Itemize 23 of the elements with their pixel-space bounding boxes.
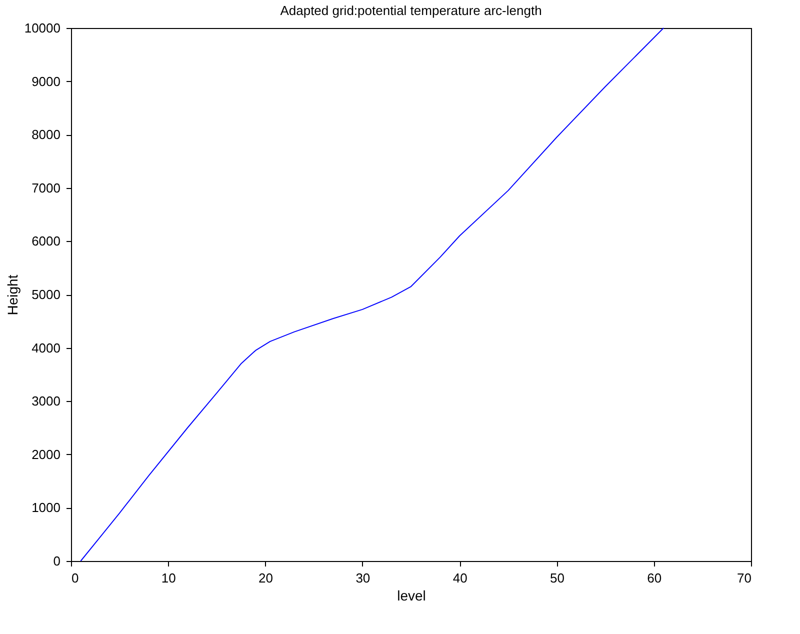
y-tick-label: 4000: [32, 340, 60, 356]
x-tick-label: 60: [647, 570, 662, 586]
y-tick-label: 8000: [32, 127, 60, 142]
y-tick-label: 1000: [32, 500, 60, 516]
x-tick-label: 0: [72, 570, 79, 586]
x-tick-label: 70: [737, 570, 752, 586]
line-series: [80, 28, 664, 562]
x-tick-label: 10: [161, 570, 176, 586]
x-tick-label: 40: [452, 570, 468, 586]
y-tick-label: 10000: [24, 20, 60, 36]
y-axis-title: Height: [4, 274, 20, 316]
y-tick-label: 9000: [32, 74, 60, 89]
y-tick-label: 0: [53, 554, 60, 568]
y-tick-label: 7000: [32, 180, 60, 196]
y-tick-label: 5000: [32, 287, 60, 302]
chart-title: Adapted grid:potential temperature arc-length: [280, 3, 542, 18]
y-tick-label: 2000: [32, 446, 60, 462]
x-tick-label: 20: [258, 570, 274, 586]
x-tick-label: 50: [550, 570, 564, 586]
y-tick-label: 6000: [32, 234, 60, 249]
x-tick-label: 30: [356, 570, 370, 586]
x-axis-title: level: [397, 588, 426, 604]
y-tick-label: 3000: [32, 394, 60, 409]
